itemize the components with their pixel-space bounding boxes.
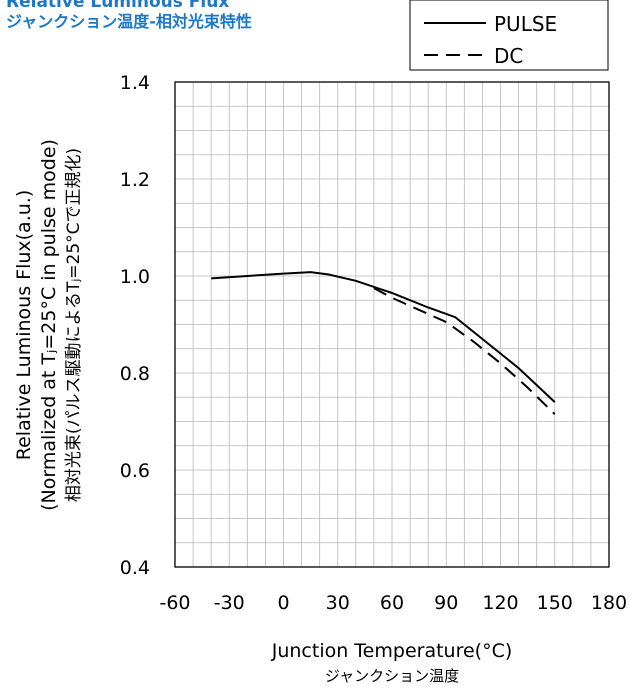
y-tick-labels: 0.4 0.6 0.8 1.0 1.2 1.4: [120, 72, 150, 579]
chart-title: Relative Luminous Flux: [6, 0, 230, 12]
legend-label-dc: DC: [494, 44, 523, 68]
y-axis-label-line2: (Normalized at Tⱼ=25°C in pulse mode): [38, 139, 60, 511]
series-line-dc: [373, 287, 556, 415]
grid: [175, 82, 609, 567]
legend-label-pulse: PULSE: [494, 12, 557, 36]
x-tick-label: 180: [591, 592, 627, 614]
legend: PULSE DC: [409, 0, 609, 71]
x-tick-label: -60: [159, 592, 190, 614]
series-lines: [211, 271, 556, 415]
y-tick-label: 0.4: [120, 557, 150, 579]
x-tick-label: 60: [380, 592, 404, 614]
y-tick-label: 1.4: [120, 72, 150, 94]
y-tick-label: 0.8: [120, 363, 150, 385]
plot-frame: [174, 81, 610, 568]
chart-title-block: Relative Luminous Flux ジャンクション温度-相対光束特性: [6, 0, 252, 32]
x-tick-label: 150: [537, 592, 573, 614]
y-tick-label: 1.0: [120, 266, 150, 288]
x-tick-label: 90: [434, 592, 458, 614]
x-axis-label-jp: ジャンクション温度: [325, 667, 459, 685]
y-tick-label: 1.2: [120, 169, 150, 191]
chart-subtitle: ジャンクション温度-相対光束特性: [6, 12, 252, 31]
y-axis-label-jp: 相対光束(パルス駆動によるTⱼ=25°Cで正規化): [64, 148, 84, 502]
x-tick-label: 120: [482, 592, 518, 614]
x-tick-label: -30: [214, 592, 245, 614]
series-line-pulse: [211, 271, 556, 403]
y-axis-label: Relative Luminous Flux(a.u.): [13, 190, 35, 460]
x-tick-labels: -60 -30 0 30 60 90 120 150 180: [159, 592, 627, 614]
x-axis-label: Junction Temperature(°C): [271, 640, 513, 662]
x-tick-label: 30: [326, 592, 350, 614]
x-tick-label: 0: [277, 592, 289, 614]
legend-box: [409, 0, 609, 71]
y-tick-label: 0.6: [120, 460, 150, 482]
